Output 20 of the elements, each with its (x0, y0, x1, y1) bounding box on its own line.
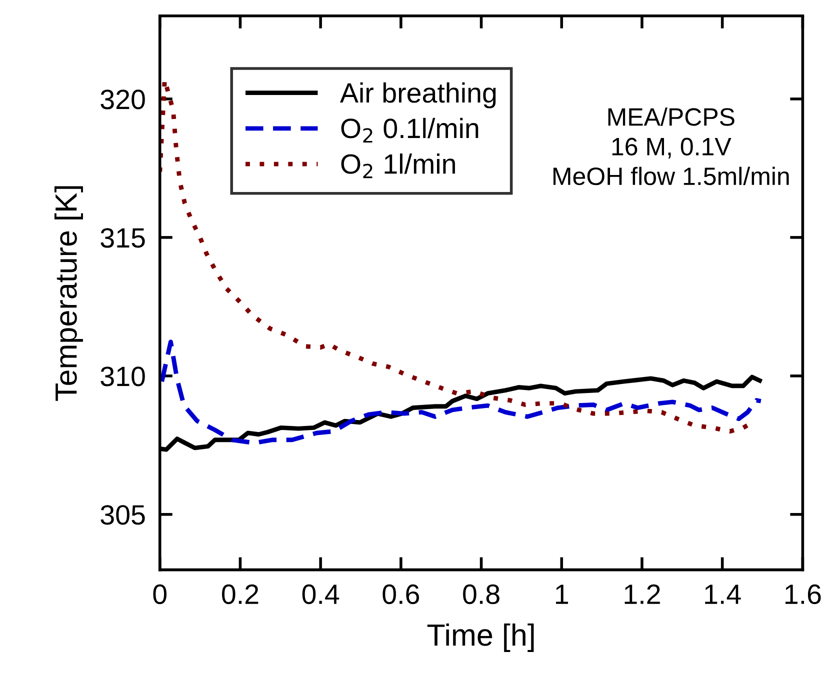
x-tick-label: 1.4 (705, 584, 741, 604)
x-tick-label: 0 (153, 584, 167, 604)
x-axis-title: Time [h] (427, 623, 534, 652)
line-series (160, 340, 764, 446)
legend-label: O$_{2}$ 0.1l/min (341, 118, 478, 143)
y-tick-label: 315 (100, 228, 145, 248)
y-axis-title: Temperature [K] (54, 186, 83, 401)
x-tick-label: 0.2 (222, 584, 258, 604)
y-tick-label: 305 (100, 505, 145, 525)
x-tick-label: 0.8 (463, 584, 500, 604)
x-tick-label: 0.6 (382, 584, 420, 604)
legend-label: O$_{2}$ 1l/min (341, 153, 455, 178)
y-tick-label: 320 (100, 90, 145, 110)
x-tick-label: 1.2 (624, 584, 660, 604)
x-tick-label: 0.4 (302, 584, 340, 604)
x-tick-label: 1.6 (785, 584, 821, 604)
y-tick-label: 310 (100, 366, 145, 386)
legend-label: Air breathing (340, 82, 496, 108)
x-tick-label: 1 (556, 584, 568, 604)
annotation: MEA/PCPS 16 M, 0.1V MeOH flow 1.5ml/min (553, 108, 789, 186)
